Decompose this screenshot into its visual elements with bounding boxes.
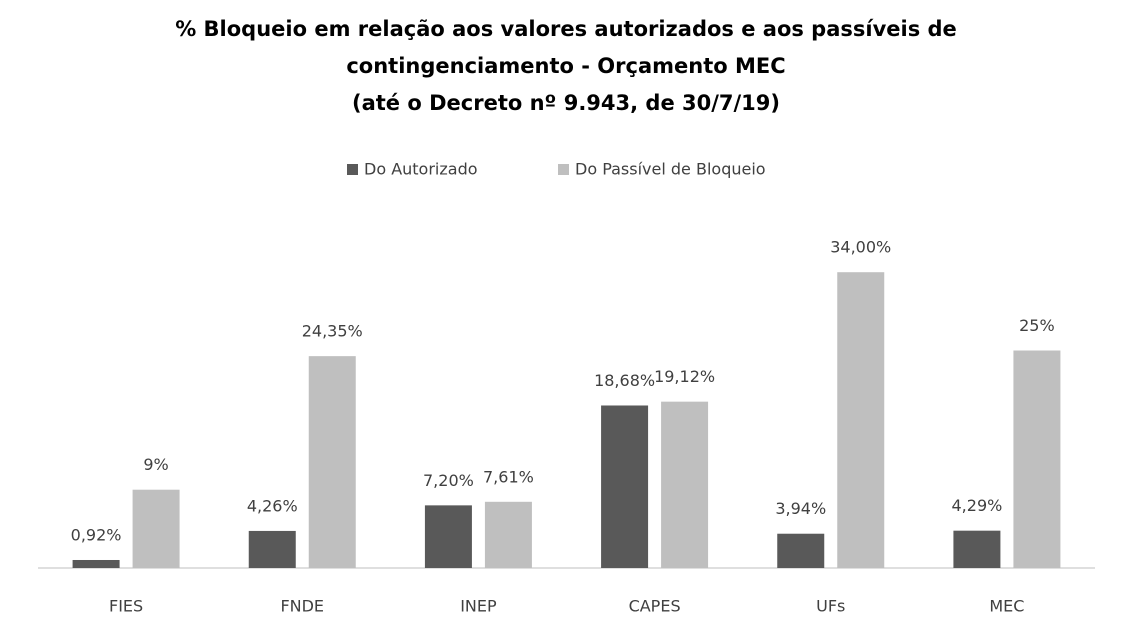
bar: [601, 405, 649, 568]
bar: [777, 533, 825, 568]
legend-swatch: [347, 164, 358, 175]
data-label: 9%: [143, 455, 168, 474]
bar: [72, 559, 120, 568]
bar: [484, 501, 532, 568]
legend-swatch: [558, 164, 569, 175]
data-label: 4,29%: [952, 496, 1003, 515]
x-tick-label: MEC: [989, 597, 1024, 616]
bar: [953, 530, 1001, 568]
data-label: 7,61%: [483, 467, 534, 486]
x-tick-label: INEP: [460, 597, 497, 616]
data-label: 7,20%: [423, 471, 474, 490]
bar: [837, 272, 885, 568]
x-tick-label: FIES: [109, 597, 143, 616]
data-label: 18,68%: [594, 371, 655, 390]
data-label: 0,92%: [71, 525, 122, 544]
bar: [132, 489, 180, 568]
data-label: 3,94%: [775, 499, 826, 518]
legend-label: Do Autorizado: [364, 160, 478, 179]
chart-title: % Bloqueio em relação aos valores autori…: [175, 17, 957, 41]
data-label: 25%: [1019, 316, 1055, 335]
x-tick-label: FNDE: [280, 597, 324, 616]
chart-title: contingenciamento - Orçamento MEC: [346, 54, 785, 78]
bar: [308, 356, 356, 568]
data-label: 19,12%: [654, 367, 715, 386]
bar: [1013, 350, 1061, 568]
bar: [661, 401, 709, 568]
data-label: 34,00%: [830, 238, 891, 257]
bar: [248, 530, 296, 568]
legend-label: Do Passível de Bloqueio: [575, 160, 766, 179]
x-tick-label: UFs: [816, 597, 845, 616]
bar: [424, 505, 472, 568]
x-tick-label: CAPES: [629, 597, 681, 616]
data-label: 24,35%: [302, 322, 363, 341]
chart-title: (até o Decreto nº 9.943, de 30/7/19): [352, 91, 780, 115]
data-label: 4,26%: [247, 496, 298, 515]
